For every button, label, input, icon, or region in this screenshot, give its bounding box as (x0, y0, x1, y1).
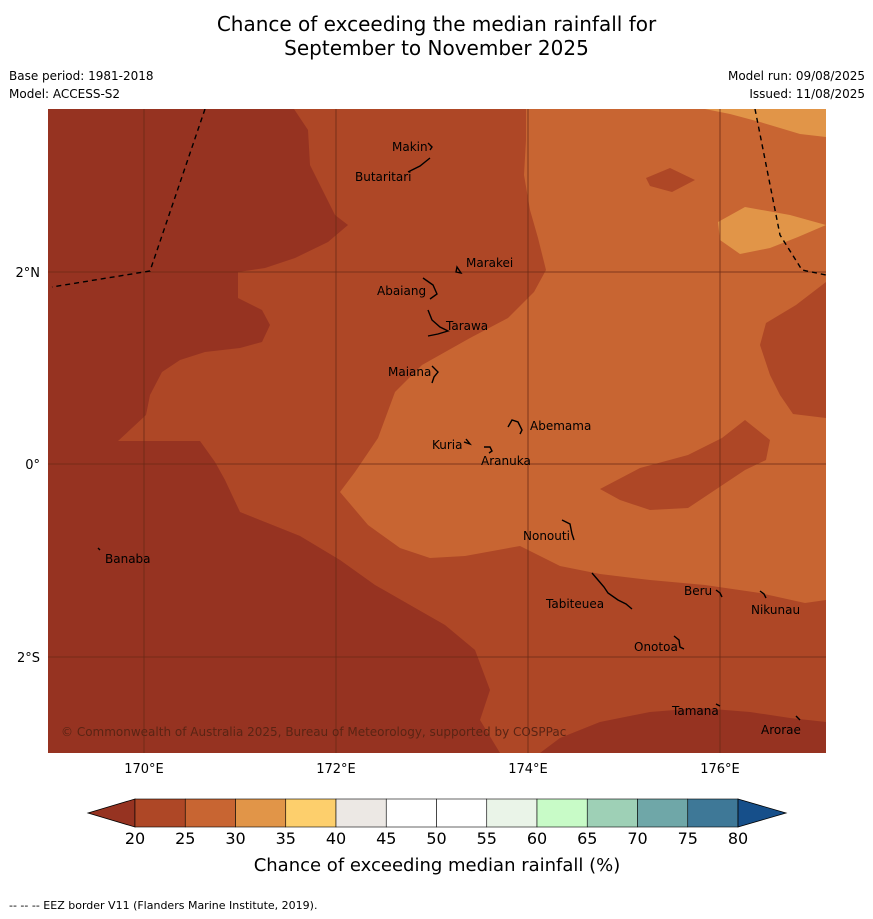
place-label: Onotoa (634, 640, 678, 654)
region-35-40-top (705, 109, 826, 137)
place-label: Beru (684, 584, 712, 598)
meta-left: Base period: 1981-2018 Model: ACCESS-S2 (9, 67, 154, 103)
island-aranuka (484, 446, 493, 454)
place-label: Abemama (530, 419, 591, 433)
colorbar-tick-label: 40 (326, 829, 346, 848)
model-run-label: Model run: 09/08/2025 (727, 69, 865, 83)
colorbar-tick-label: 25 (175, 829, 195, 848)
colorbar-tick-label: 60 (527, 829, 547, 848)
region-20-25-west (48, 109, 500, 753)
place-label: Nonouti (523, 529, 570, 543)
title-line-1: Chance of exceeding the median rainfall … (216, 12, 657, 36)
place-label: Aranuka (481, 454, 531, 468)
colorbar-cell (285, 798, 337, 828)
colorbar-cells (134, 798, 739, 828)
colorbar-cell (486, 798, 538, 828)
colorbar-tick-label: 65 (577, 829, 597, 848)
colorbar-label: Chance of exceeding median rainfall (%) (254, 855, 621, 876)
island-abemama (507, 419, 523, 435)
island-nonouti (561, 519, 575, 541)
place-label: Arorae (761, 723, 801, 737)
colorbar-tick-label: 35 (276, 829, 296, 848)
island-arorae (795, 715, 801, 721)
colorbar-tick-label: 75 (678, 829, 698, 848)
chart-title: Chance of exceeding the median rainfall … (0, 12, 873, 60)
lat-tick-label: 2°S (17, 651, 40, 666)
colorbar-cell (536, 798, 588, 828)
colorbar-cell (586, 798, 638, 828)
place-label: Tabiteuea (545, 597, 604, 611)
lon-tick-label: 176°E (700, 762, 740, 777)
meta-right: Model run: 09/08/2025 Issued: 11/08/2025 (728, 67, 865, 103)
lon-tick-labels: 170°E 172°E 174°E 176°E (124, 762, 740, 777)
region-20-25-south (540, 708, 826, 753)
colorbar-cell (436, 798, 488, 828)
base-period-label: Base period: 1981-2018 (9, 69, 154, 83)
place-label: Tarawa (445, 319, 488, 333)
place-label: Makin (392, 140, 428, 154)
place-label: Maiana (388, 365, 431, 379)
colorbar-tick-label: 45 (376, 829, 396, 848)
island-tabiteuea (591, 572, 633, 610)
place-label: Marakei (466, 256, 513, 270)
colorbar-cell (335, 798, 387, 828)
place-label: Banaba (105, 552, 151, 566)
lat-tick-labels: 2°N 0° 2°S (16, 266, 41, 666)
island-outlines (97, 142, 801, 721)
colorbar-cell (134, 798, 186, 828)
colorbar-tick-label: 30 (225, 829, 245, 848)
place-label: Kuria (432, 438, 463, 452)
eez-border-west (51, 109, 206, 288)
colorbar-cell (184, 798, 236, 828)
title-line-2: September to November 2025 (284, 36, 589, 60)
colorbar-tick-label: 70 (627, 829, 647, 848)
colorbar-tick-label: 20 (125, 829, 145, 848)
place-label: Tamana (671, 704, 719, 718)
copyright-text: © Commonwealth of Australia 2025, Bureau… (61, 725, 566, 739)
region-35-40-right (718, 207, 826, 254)
island-tamana (715, 703, 721, 707)
island-makin (427, 142, 433, 151)
region-25-30-east-tongue (600, 420, 770, 510)
colorbar-cell (637, 798, 689, 828)
colorbar-tick-labels: 20 25 30 35 40 45 50 55 60 65 70 75 80 (125, 829, 748, 848)
region-25-30-east-blob (646, 168, 695, 192)
island-marakei (455, 265, 463, 275)
colorbar: 20 25 30 35 40 45 50 55 60 65 70 75 80 Chance of exc… (86, 798, 788, 876)
model-label: Model: ACCESS-S2 (9, 87, 121, 101)
colorbar-cell (385, 798, 437, 828)
issued-label: Issued: 11/08/2025 (749, 87, 865, 101)
island-abaiang (422, 277, 438, 300)
footer-note: -- -- -- EEZ border V11 (Flanders Marine… (9, 899, 318, 912)
island-tarawa (427, 309, 450, 337)
place-label: Butaritari (355, 170, 412, 184)
graticule (48, 109, 826, 753)
lon-tick-label: 170°E (124, 762, 164, 777)
lon-tick-label: 174°E (508, 762, 548, 777)
island-onotoa (673, 635, 685, 650)
eez-border-east (754, 109, 826, 276)
lat-tick-label: 0° (25, 458, 40, 473)
island-nikunau (759, 590, 767, 599)
island-beru (715, 589, 723, 598)
colorbar-cell (235, 798, 287, 828)
island-maiana (431, 365, 439, 384)
island-butaritari (407, 157, 431, 173)
colorbar-over-arrow (737, 798, 788, 828)
colorbar-tick-label: 80 (728, 829, 748, 848)
island-kuria (463, 438, 473, 446)
lon-tick-label: 172°E (316, 762, 356, 777)
lat-tick-label: 2°N (16, 266, 41, 281)
island-banaba (97, 547, 101, 551)
place-labels: Makin Butaritari Marakei Abaiang Tarawa … (105, 140, 801, 737)
colorbar-tick-label: 55 (477, 829, 497, 848)
eez-border (51, 109, 826, 288)
place-label: Nikunau (751, 603, 800, 617)
colorbar-cell (687, 798, 739, 828)
place-label: Abaiang (377, 284, 426, 298)
colorbar-tick-label: 50 (426, 829, 446, 848)
map-area: Makin Butaritari Marakei Abaiang Tarawa … (48, 109, 826, 753)
colorbar-under-arrow (86, 798, 136, 828)
